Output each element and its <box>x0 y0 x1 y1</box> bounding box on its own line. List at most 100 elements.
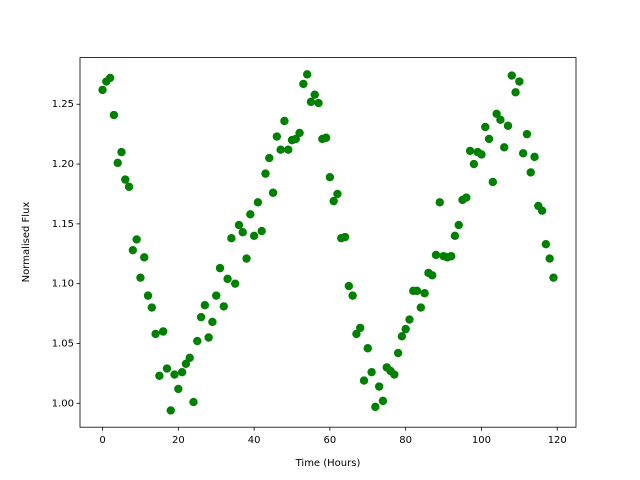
y-axis-label: Normalised Flux <box>21 202 32 283</box>
data-point <box>507 71 516 80</box>
data-point <box>166 406 175 415</box>
data-point <box>162 364 172 373</box>
data-point <box>143 291 153 300</box>
data-point <box>329 196 338 206</box>
data-point <box>416 303 426 312</box>
data-point <box>193 336 202 346</box>
data-point <box>340 232 350 242</box>
data-point <box>174 384 183 394</box>
data-point <box>291 134 300 144</box>
data-point <box>431 250 441 260</box>
data-point <box>151 329 160 339</box>
x-tick-label: 60 <box>324 435 337 446</box>
data-point <box>253 198 263 207</box>
data-point <box>469 159 479 169</box>
data-point <box>526 168 535 177</box>
data-point <box>363 344 372 353</box>
data-point <box>124 182 134 191</box>
data-point <box>147 303 157 312</box>
data-point <box>302 70 312 79</box>
data-point <box>189 397 198 407</box>
data-point <box>397 332 407 341</box>
data-point <box>348 291 357 300</box>
data-point <box>484 134 494 144</box>
data-point <box>367 367 376 377</box>
data-point <box>204 333 213 342</box>
data-point <box>280 116 289 126</box>
data-point <box>321 133 331 142</box>
data-point <box>549 273 558 282</box>
data-point <box>121 175 130 184</box>
data-point <box>242 254 251 263</box>
data-point <box>113 158 122 168</box>
data-point <box>344 281 354 291</box>
data-point <box>155 371 164 380</box>
data-point <box>488 177 498 187</box>
data-point <box>246 210 255 219</box>
data-point <box>545 254 554 263</box>
data-point <box>492 109 501 119</box>
data-point <box>428 271 437 280</box>
x-tick-label: 40 <box>248 435 261 446</box>
data-point <box>140 253 149 262</box>
data-point <box>496 115 505 124</box>
data-point <box>450 231 460 241</box>
y-tick-label: 1.20 <box>52 159 74 170</box>
data-point <box>477 150 486 159</box>
data-point <box>333 189 342 199</box>
plot-frame <box>79 57 577 428</box>
x-axis-label: Time (Hours) <box>295 458 361 469</box>
data-point <box>352 329 361 339</box>
data-point <box>200 300 210 310</box>
y-tick-label: 1.05 <box>52 338 74 349</box>
data-point <box>249 231 259 241</box>
data-point <box>518 149 528 158</box>
data-point <box>223 274 232 284</box>
data-point <box>522 129 532 139</box>
data-point <box>393 348 403 358</box>
data-point <box>227 234 236 243</box>
data-point <box>465 146 475 156</box>
data-point <box>261 169 270 178</box>
data-point <box>295 128 304 138</box>
x-tick-label: 80 <box>399 435 412 446</box>
data-point <box>284 145 293 154</box>
x-tick-label: 20 <box>172 435 185 446</box>
data-point <box>230 279 240 288</box>
data-point <box>325 173 335 182</box>
data-point <box>405 315 414 324</box>
data-point <box>401 324 410 334</box>
data-point <box>306 97 316 107</box>
data-point <box>378 396 388 406</box>
data-point <box>234 220 244 230</box>
data-point <box>170 370 179 379</box>
data-point <box>98 85 107 95</box>
data-point <box>238 228 247 237</box>
data-point <box>105 73 115 83</box>
y-tick-label: 1.10 <box>52 279 74 290</box>
data-point <box>185 353 194 363</box>
y-tick-label: 1.00 <box>52 398 74 409</box>
data-point <box>265 153 274 163</box>
data-point <box>117 147 126 157</box>
data-point <box>268 188 278 197</box>
data-point <box>132 235 141 244</box>
data-point <box>541 239 551 249</box>
data-point <box>299 79 308 89</box>
y-tick-label: 1.25 <box>52 99 74 110</box>
data-point <box>181 359 191 369</box>
data-point <box>314 98 323 108</box>
data-point <box>359 376 369 385</box>
data-point <box>196 312 206 322</box>
data-point <box>109 110 119 120</box>
data-point <box>219 302 228 311</box>
data-point <box>462 193 471 202</box>
data-point <box>356 323 365 333</box>
data-point <box>420 289 429 298</box>
data-point <box>530 152 539 162</box>
data-point <box>454 220 463 230</box>
data-point <box>215 263 225 273</box>
data-point <box>374 382 384 391</box>
data-point <box>257 226 266 236</box>
